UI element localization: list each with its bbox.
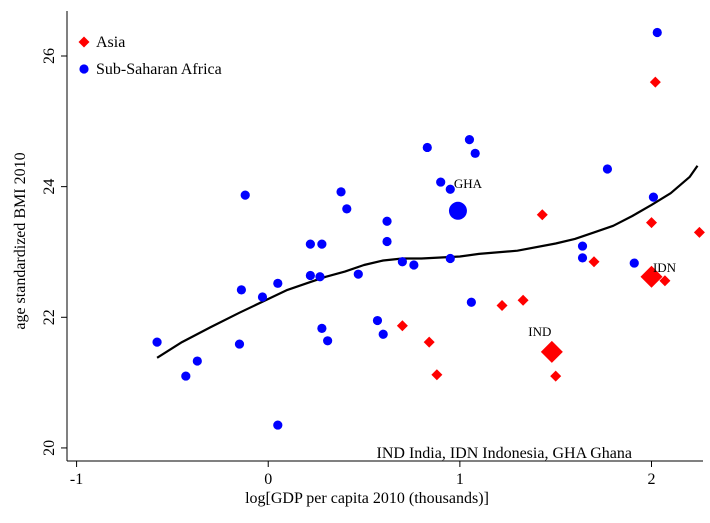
legend-label: Asia	[96, 34, 125, 51]
point-asia	[536, 209, 548, 221]
x-tick-label: 1	[456, 471, 464, 488]
point-africa	[353, 269, 363, 279]
point-africa	[317, 323, 327, 333]
x-tick-label: 2	[648, 471, 656, 488]
point-africa	[652, 27, 662, 38]
point-africa	[372, 315, 383, 326]
data-points: IND IDN GHA	[152, 27, 705, 430]
point-africa	[181, 371, 191, 381]
x-axis-label: log[GDP per capita 2010 (thousands)]	[245, 490, 489, 507]
point-africa	[382, 236, 392, 247]
legend: Asia Sub-Saharan Africa	[78, 34, 222, 78]
y-tick-label: 24	[41, 179, 58, 195]
legend-label: Sub-Saharan Africa	[96, 61, 222, 78]
fit-line-group	[156, 165, 699, 359]
point-africa	[317, 239, 327, 249]
point-asia	[588, 256, 600, 268]
x-tick-label: 0	[264, 471, 272, 488]
point-africa	[273, 278, 283, 288]
point-asia	[550, 370, 562, 382]
point-africa	[436, 177, 446, 187]
highlight-point	[540, 340, 563, 363]
point-africa	[342, 204, 352, 214]
point-africa	[323, 336, 333, 346]
point-africa	[240, 190, 250, 200]
point-africa	[236, 285, 246, 295]
point-africa	[382, 216, 392, 226]
point-africa	[466, 297, 476, 307]
point-africa	[397, 257, 407, 267]
point-label: IND	[528, 324, 551, 339]
axes: -1 0 1 2 20 22 24 26	[41, 11, 703, 488]
point-africa	[470, 148, 480, 158]
point-africa	[273, 420, 283, 430]
point-asia	[396, 320, 408, 332]
point-asia	[646, 217, 658, 229]
point-asia	[693, 226, 705, 238]
fit-line	[156, 165, 699, 359]
point-africa	[305, 270, 315, 281]
highlight-point	[640, 265, 663, 288]
point-africa	[234, 339, 245, 349]
point-asia	[496, 300, 508, 312]
point-africa	[602, 164, 613, 174]
footnote: IND India, IDN Indonesia, GHA Ghana	[377, 445, 633, 462]
point-africa	[577, 253, 588, 263]
point-asia	[517, 294, 529, 306]
x-tick-label: -1	[70, 471, 83, 488]
y-axis-label: age standardized BMI 2010	[12, 152, 29, 329]
point-africa	[648, 192, 659, 202]
point-africa	[409, 260, 419, 270]
y-tick-label: 22	[41, 309, 58, 325]
point-africa	[152, 337, 162, 347]
point-africa	[378, 329, 388, 339]
point-africa	[445, 253, 455, 264]
point-africa	[336, 187, 346, 197]
point-africa	[315, 272, 325, 282]
point-label: IDN	[653, 260, 677, 275]
point-africa	[464, 135, 475, 145]
point-asia	[423, 336, 435, 348]
point-africa	[422, 142, 432, 153]
point-africa	[305, 239, 315, 249]
point-africa	[257, 292, 268, 302]
highlight-point	[448, 201, 467, 220]
y-tick-label: 20	[41, 440, 58, 456]
point-asia	[649, 76, 661, 88]
y-tick-label: 26	[41, 48, 58, 64]
legend-marker-asia	[78, 36, 90, 48]
point-africa	[192, 356, 202, 366]
point-africa	[577, 241, 588, 251]
point-label: GHA	[454, 176, 483, 191]
point-asia	[431, 369, 443, 381]
point-africa	[629, 258, 639, 268]
point-asia	[659, 275, 671, 287]
point-africa	[445, 184, 455, 194]
legend-marker-africa	[79, 64, 89, 74]
